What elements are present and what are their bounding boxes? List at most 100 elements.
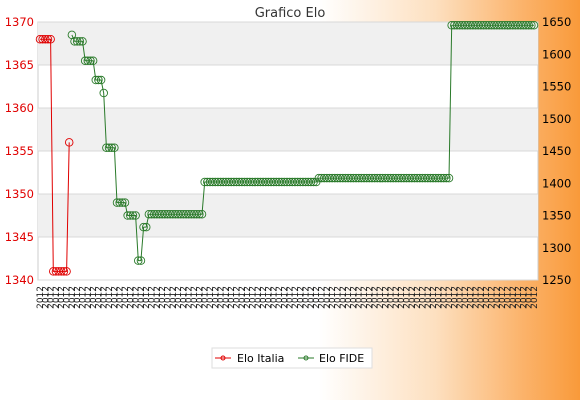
legend-italia-label: Elo Italia [237,352,284,365]
x-tick-label: 2012 [365,286,375,309]
x-tick-label: 2012 [41,286,51,309]
data-point [195,209,204,219]
plot-band [38,108,538,151]
data-point [131,211,140,220]
x-tick-label: 2012 [509,286,519,309]
x-tick-label: 2012 [259,286,269,309]
right-tick-label: 1650 [542,15,571,29]
x-tick-label: 2012 [286,286,296,309]
x-tick-label: 2012 [307,286,317,309]
left-tick-label: 1350 [5,187,34,201]
x-tick-label: 2012 [254,286,264,309]
right-tick-label: 1450 [542,144,571,158]
x-tick-label: 2012 [190,286,200,309]
x-tick-label: 2012 [222,286,232,309]
x-tick-label: 2012 [440,286,450,309]
data-point [444,173,454,183]
left-tick-label: 1370 [5,15,34,29]
x-tick-label: 2012 [371,286,381,309]
x-axis-labels: 2012201220122012201220122012201220122012… [36,286,540,309]
x-tick-label: 2012 [461,286,471,309]
right-tick-label: 1400 [542,176,571,190]
data-point [439,173,448,183]
x-tick-label: 2012 [84,286,94,309]
data-point [306,177,316,187]
x-tick-label: 2012 [121,286,131,309]
x-tick-label: 2012 [233,286,243,309]
x-tick-label: 2012 [52,286,62,309]
legend: Elo Italia Elo FIDE [211,347,373,369]
x-tick-label: 2012 [323,286,333,309]
data-point [110,143,119,153]
x-tick-label: 2012 [519,286,529,309]
x-tick-label: 2012 [424,286,434,309]
x-tick-label: 2012 [195,286,205,309]
x-tick-label: 2012 [450,286,460,309]
x-tick-label: 2012 [94,286,104,309]
plot-band [38,194,538,237]
x-tick-label: 2012 [355,286,365,309]
x-tick-label: 2012 [248,286,258,309]
x-tick-label: 2012 [296,286,306,309]
x-tick-label: 2012 [302,286,312,309]
x-tick-label: 2012 [456,286,466,309]
legend-fide-marker [303,355,309,361]
x-tick-label: 2012 [397,286,407,309]
x-tick-label: 2012 [387,286,397,309]
data-point [75,37,85,46]
data-point [134,256,143,265]
right-tick-label: 1500 [542,112,571,126]
x-tick-label: 2012 [211,286,221,309]
x-tick-label: 2012 [100,286,110,309]
x-tick-label: 2012 [477,286,487,309]
right-axis: 1250 1300 1350 1400 1450 1500 1550 1600 1650 [542,15,571,287]
data-point [115,198,124,207]
data-point [96,75,106,85]
x-tick-label: 2012 [264,286,274,309]
data-point [527,20,536,30]
x-tick-label: 2012 [376,286,386,309]
data-point [139,222,148,232]
x-tick-label: 2012 [78,286,88,309]
x-tick-label: 2012 [137,286,147,309]
data-point [59,267,69,276]
x-tick-label: 2012 [312,286,322,309]
data-point [197,209,207,219]
legend-italia-marker [220,355,226,361]
x-tick-label: 2012 [482,286,492,309]
x-tick-label: 2012 [185,286,195,309]
data-point [64,138,74,147]
data-point [126,211,135,220]
series-elo-fide [67,20,539,265]
x-tick-label: 2012 [238,286,248,309]
x-tick-label: 2012 [333,286,343,309]
x-tick-label: 2012 [153,286,163,309]
data-point [94,75,103,85]
x-tick-label: 2012 [403,286,413,309]
x-tick-label: 2012 [201,286,211,309]
x-tick-label: 2012 [47,286,57,309]
left-tick-label: 1345 [5,230,34,244]
data-point [88,56,98,65]
x-tick-label: 2012 [73,286,83,309]
left-tick-label: 1365 [5,58,34,72]
right-tick-label: 1350 [542,209,571,223]
x-tick-label: 2012 [126,286,136,309]
data-point [442,173,451,183]
x-tick-label: 2012 [243,286,253,309]
data-point [72,37,82,46]
x-tick-label: 2012 [445,286,455,309]
x-tick-label: 2012 [206,286,216,309]
x-tick-label: 2012 [105,286,115,309]
left-tick-label: 1340 [5,273,34,287]
x-tick-label: 2012 [328,286,338,309]
left-axis: 1340 1345 1350 1355 1360 1365 1370 [5,15,34,287]
x-tick-label: 2012 [493,286,503,309]
x-tick-label: 2012 [472,286,482,309]
right-tick-label: 1600 [542,47,571,61]
x-tick-label: 2012 [57,286,67,309]
legend-box [211,347,373,369]
x-tick-label: 2012 [498,286,508,309]
x-tick-label: 2012 [116,286,126,309]
